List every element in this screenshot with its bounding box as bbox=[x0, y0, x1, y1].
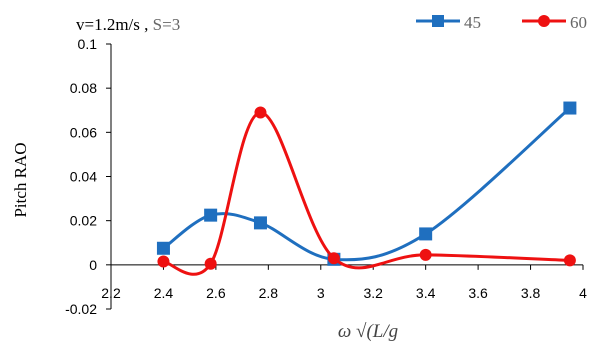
legend-item-60: 60 bbox=[522, 13, 587, 32]
legend-marker-60 bbox=[538, 15, 550, 27]
x-axis-title: ω √(L/g bbox=[338, 321, 398, 342]
y-tick-label: 0 bbox=[89, 257, 97, 273]
x-tick-label: 3.4 bbox=[416, 285, 436, 301]
series-line-60 bbox=[163, 110, 570, 276]
data-point-60 bbox=[254, 106, 267, 119]
data-point-45 bbox=[419, 227, 433, 241]
data-point-60 bbox=[204, 257, 217, 270]
y-tick-label: 0.08 bbox=[70, 80, 97, 96]
sea-state-label: S=3 bbox=[153, 15, 181, 34]
y-tick-label: 0.04 bbox=[70, 169, 97, 185]
y-axis-title: Pitch RAO bbox=[11, 142, 30, 217]
x-tick-label: 4 bbox=[579, 285, 587, 301]
annotation-separator: , bbox=[140, 15, 153, 34]
legend-label-45: 45 bbox=[464, 13, 481, 32]
data-point-45 bbox=[253, 216, 267, 230]
plot-area bbox=[156, 101, 577, 276]
data-point-45 bbox=[563, 101, 577, 115]
data-point-45 bbox=[204, 208, 218, 222]
y-tick-label: 0.06 bbox=[70, 124, 97, 140]
y-tick-label: 0.1 bbox=[78, 36, 98, 52]
x-tick-label: 2.8 bbox=[259, 285, 279, 301]
data-point-60 bbox=[563, 254, 576, 267]
chart-annotation: v=1.2m/s , S=3 bbox=[76, 15, 180, 34]
y-tick-label: -0.02 bbox=[65, 301, 97, 317]
velocity-label: v=1.2m/s bbox=[76, 15, 140, 34]
x-tick-label: 3 bbox=[317, 285, 325, 301]
legend-label-60: 60 bbox=[570, 13, 587, 32]
data-point-45 bbox=[156, 241, 170, 255]
legend: 45 60 bbox=[416, 13, 587, 32]
series-line-45 bbox=[162, 106, 571, 262]
data-point-60 bbox=[327, 252, 340, 265]
tick-labels: -0.02 0 0.02 0.04 0.06 0.08 0.1 2.2 2.4 2.6 2.8 3 3.… bbox=[65, 36, 587, 317]
x-tick-label: 3.6 bbox=[468, 285, 488, 301]
x-tick-label: 2.2 bbox=[101, 285, 121, 301]
x-tick-label: 3.2 bbox=[363, 285, 383, 301]
x-tick-label: 2.4 bbox=[154, 285, 174, 301]
data-point-60 bbox=[157, 255, 170, 268]
y-tick-label: 0.02 bbox=[70, 213, 97, 229]
legend-item-45: 45 bbox=[416, 13, 481, 32]
data-point-60 bbox=[419, 248, 432, 261]
x-tick-label: 3.8 bbox=[521, 285, 541, 301]
x-tick-label: 2.6 bbox=[206, 285, 226, 301]
legend-marker-45 bbox=[432, 15, 444, 27]
